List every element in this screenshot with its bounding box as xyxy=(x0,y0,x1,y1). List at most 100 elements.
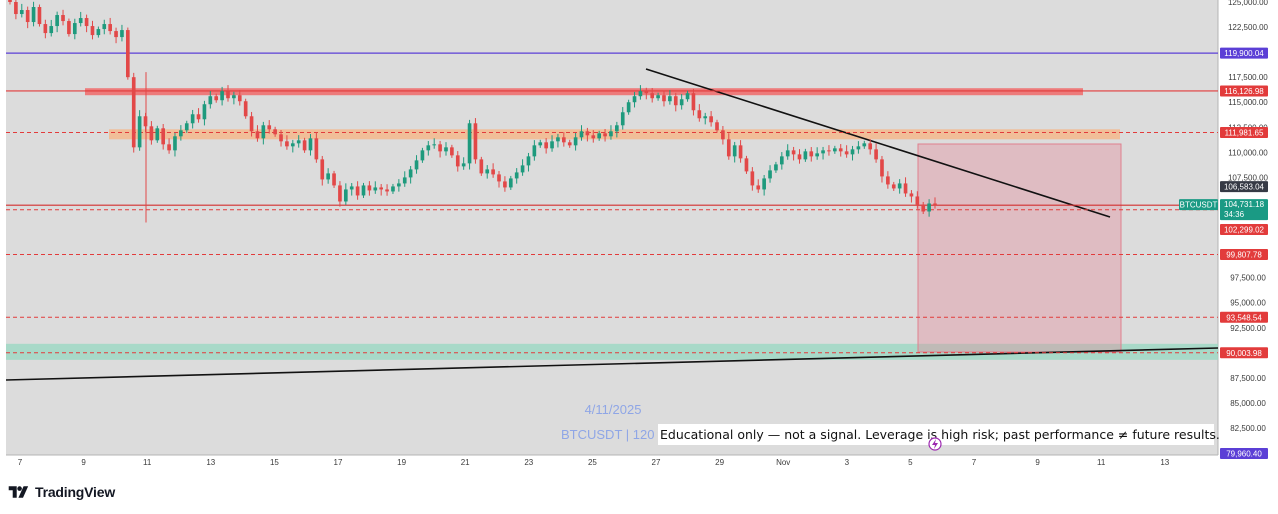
price-badge[interactable]: 116,126.98 xyxy=(1224,87,1264,96)
candle[interactable] xyxy=(891,181,896,191)
candle[interactable] xyxy=(921,201,926,214)
candle[interactable] xyxy=(290,139,295,153)
candle[interactable] xyxy=(450,144,454,158)
candle[interactable] xyxy=(485,165,490,179)
candle[interactable] xyxy=(915,191,920,209)
candle[interactable] xyxy=(821,146,825,160)
candle[interactable] xyxy=(243,98,248,119)
candle[interactable] xyxy=(220,86,224,106)
candle[interactable] xyxy=(732,141,737,163)
candle[interactable] xyxy=(532,140,537,161)
candle[interactable] xyxy=(909,190,914,203)
candle[interactable] xyxy=(856,141,861,154)
candle[interactable] xyxy=(72,18,77,40)
candle[interactable] xyxy=(691,88,696,116)
price-badge[interactable]: 93,548.54 xyxy=(1226,313,1262,322)
candle[interactable] xyxy=(726,133,731,160)
candle[interactable] xyxy=(668,90,672,105)
candle[interactable] xyxy=(190,109,195,129)
candle[interactable] xyxy=(615,121,619,138)
candle[interactable] xyxy=(320,155,325,186)
candle[interactable] xyxy=(438,140,442,158)
candle[interactable] xyxy=(556,133,560,148)
candle[interactable] xyxy=(332,170,336,188)
candle[interactable] xyxy=(308,134,313,156)
candle[interactable] xyxy=(426,141,431,156)
candle[interactable] xyxy=(120,24,124,42)
candle[interactable] xyxy=(432,138,437,149)
candle[interactable] xyxy=(373,181,378,194)
candle[interactable] xyxy=(844,145,849,158)
candle[interactable] xyxy=(756,179,761,193)
short-position-box[interactable] xyxy=(917,143,1122,353)
candle[interactable] xyxy=(544,138,548,154)
candle[interactable] xyxy=(61,9,65,26)
candle[interactable] xyxy=(520,159,525,176)
candle[interactable] xyxy=(249,111,254,137)
current-price-label[interactable]: 104,731.18 xyxy=(1224,200,1265,209)
candle[interactable] xyxy=(744,155,749,174)
candle[interactable] xyxy=(173,132,177,157)
candle[interactable] xyxy=(285,135,289,150)
candle[interactable] xyxy=(715,119,719,133)
candle[interactable] xyxy=(149,121,154,145)
candle[interactable] xyxy=(721,125,725,145)
candle[interactable] xyxy=(408,165,413,184)
candle[interactable] xyxy=(31,1,36,27)
candle[interactable] xyxy=(338,181,342,207)
candle[interactable] xyxy=(108,17,112,35)
candle[interactable] xyxy=(137,110,142,151)
candle[interactable] xyxy=(609,125,613,140)
time-axis[interactable] xyxy=(6,455,1218,470)
candle[interactable] xyxy=(102,19,107,35)
candle[interactable] xyxy=(685,90,690,102)
candle[interactable] xyxy=(880,155,884,183)
candle[interactable] xyxy=(738,140,743,163)
price-badge[interactable]: 119,900.04 xyxy=(1224,49,1264,58)
candle[interactable] xyxy=(84,14,89,33)
candle[interactable] xyxy=(367,181,372,196)
candle[interactable] xyxy=(838,144,843,157)
candle[interactable] xyxy=(874,143,878,163)
candle[interactable] xyxy=(573,133,578,151)
candle[interactable] xyxy=(179,125,183,141)
descending-resistance-trendline[interactable] xyxy=(645,68,1111,218)
candle[interactable] xyxy=(96,26,101,38)
candle[interactable] xyxy=(196,108,201,123)
candle[interactable] xyxy=(815,147,819,160)
candle[interactable] xyxy=(49,19,54,37)
candle[interactable] xyxy=(232,91,236,105)
candle[interactable] xyxy=(538,139,543,148)
candle[interactable] xyxy=(862,140,867,149)
candle[interactable] xyxy=(267,120,272,134)
candle[interactable] xyxy=(444,142,448,156)
candle[interactable] xyxy=(90,20,95,40)
candle[interactable] xyxy=(550,135,554,152)
candle[interactable] xyxy=(927,199,931,217)
candle[interactable] xyxy=(809,147,814,162)
candle[interactable] xyxy=(279,130,283,147)
candle[interactable] xyxy=(561,132,566,147)
candle[interactable] xyxy=(514,168,519,184)
candle[interactable] xyxy=(591,130,596,143)
candle[interactable] xyxy=(785,144,790,160)
candle[interactable] xyxy=(161,123,166,150)
candle[interactable] xyxy=(762,175,766,196)
candle[interactable] xyxy=(774,161,778,173)
candle[interactable] xyxy=(467,119,472,170)
candle[interactable] xyxy=(620,107,625,130)
candle[interactable] xyxy=(397,179,401,192)
candle[interactable] xyxy=(237,90,242,106)
candle[interactable] xyxy=(184,120,189,133)
tradingview-brand[interactable]: TradingView xyxy=(8,484,115,500)
candle[interactable] xyxy=(8,0,12,5)
candle[interactable] xyxy=(131,72,136,153)
resistance-zone-orange[interactable] xyxy=(109,129,1120,140)
candle[interactable] xyxy=(296,135,301,148)
resistance-zone-red[interactable] xyxy=(85,88,1083,96)
candle[interactable] xyxy=(662,90,666,107)
candle[interactable] xyxy=(155,125,160,143)
candle[interactable] xyxy=(827,145,831,156)
rising-support-trendline[interactable] xyxy=(5,347,1219,381)
candle[interactable] xyxy=(473,118,478,164)
